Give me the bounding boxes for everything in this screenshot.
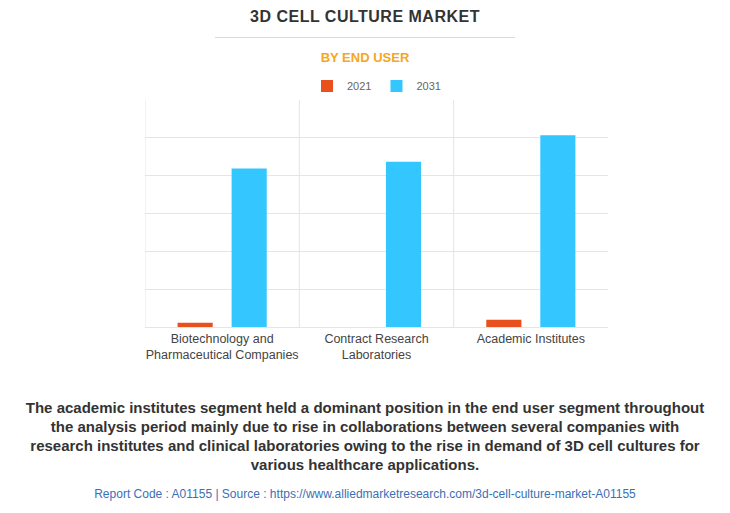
svg-text:2031: 2031: [416, 80, 440, 92]
html-text:Report Code : A01155 | Source: Report Code : A01155 | Source : https://…: [94, 487, 636, 501]
html-text:3D CELL CULTURE MARKET: 3D CELL CULTURE MARKET: [250, 8, 480, 25]
html-text:BY END USER: BY END USER: [320, 50, 410, 65]
svg-text:2021: 2021: [347, 80, 371, 92]
svg-text:Biotechnology andPharmaceutica: Biotechnology andPharmaceutical Companie…: [146, 332, 299, 362]
svg-text:Academic Institutes: Academic Institutes: [477, 332, 585, 346]
html-text:The academic institutes segmen: The academic institutes segment held a d…: [25, 399, 705, 473]
svg-text:Contract ResearchLaboratories: Contract ResearchLaboratories: [324, 332, 428, 362]
